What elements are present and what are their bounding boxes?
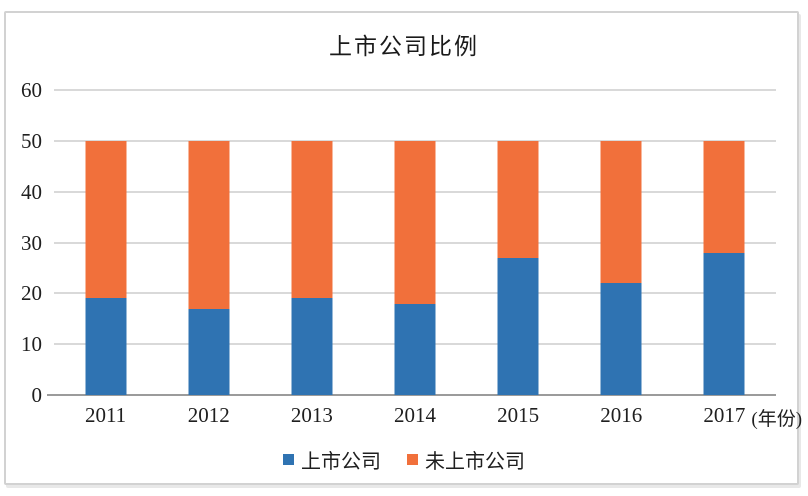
bar-segment: [703, 140, 745, 253]
bar-segment: [703, 252, 745, 395]
bar-segment: [600, 283, 642, 395]
x-axis-unit-label: (年份): [751, 409, 803, 430]
bar-column: [673, 90, 776, 395]
bar-segment: [85, 140, 127, 299]
y-tick-label: 60: [21, 78, 42, 102]
y-tick-label: 40: [21, 179, 42, 204]
x-tick-label: 2014: [393, 403, 436, 427]
x-tick-label: 2016: [600, 403, 643, 427]
y-tick-label: 10: [21, 332, 42, 357]
bar-segment: [394, 140, 436, 304]
bar-segment: [291, 298, 333, 395]
y-tick-label: 20: [21, 281, 42, 306]
chart-title: 上市公司比例: [329, 34, 479, 59]
bar-segment: [188, 140, 230, 309]
bar-segment: [291, 140, 333, 299]
bar-segment: [497, 257, 539, 395]
legend-swatch-listed-icon: [283, 454, 294, 465]
bar-column: [54, 90, 157, 395]
x-axis-line: [47, 394, 776, 396]
legend-item-listed: 上市公司: [283, 445, 381, 474]
x-tick-label: 2017 (年份): [703, 403, 803, 430]
y-axis-labels: 0 10 20 30 40 50 60: [0, 79, 42, 406]
x-tick-label: 2011: [84, 403, 127, 427]
bar-column: [467, 90, 570, 395]
bar-column: [570, 90, 673, 395]
bar-column: [363, 90, 466, 395]
x-tick-label: 2015: [497, 403, 540, 427]
legend-swatch-unlisted-icon: [407, 454, 418, 465]
legend-item-unlisted: 未上市公司: [407, 445, 525, 474]
y-tick-label: 30: [21, 230, 42, 255]
y-tick-label: 50: [21, 128, 42, 153]
legend: 上市公司 未上市公司: [0, 445, 808, 474]
bar-segment: [394, 303, 436, 395]
y-tick-label: 0: [31, 383, 43, 407]
legend-label-unlisted: 未上市公司: [425, 451, 525, 473]
gridline: [54, 89, 776, 91]
bar-segment: [600, 140, 642, 284]
bar-segment: [85, 298, 127, 395]
x-tick-label: 2013: [290, 403, 333, 427]
bar-segment: [497, 140, 539, 258]
bar-column: [157, 90, 260, 395]
bar-column: [260, 90, 363, 395]
x-axis-labels: 2011 2012 2013 2014 2015 2016 2017 (年份): [54, 403, 803, 430]
bar-segment: [188, 308, 230, 395]
legend-label-listed: 上市公司: [301, 451, 381, 473]
plot-area: [47, 89, 776, 396]
x-tick-label: 2012: [187, 403, 230, 427]
